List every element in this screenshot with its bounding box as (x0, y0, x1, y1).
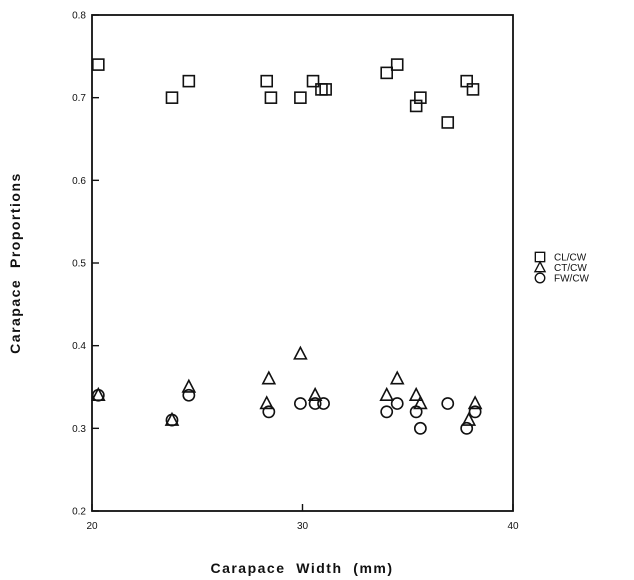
cl-cw-point (319, 83, 332, 96)
legend-label: CT/CW (554, 263, 587, 274)
cl-cw-point (466, 83, 480, 96)
fw-cw-point (308, 397, 322, 410)
legend-label: FW/CW (554, 274, 590, 285)
cl-cw-point (182, 74, 196, 88)
ct-cw-point (408, 386, 424, 402)
cl-cw-point (460, 74, 473, 88)
cl-cw-point (390, 58, 404, 71)
plot-frame (91, 14, 514, 512)
ct-cw-point (293, 345, 308, 360)
fw-cw-point (317, 397, 330, 410)
fw-cw-point (409, 405, 423, 419)
fw-cw-point (380, 405, 394, 419)
ct-cw-point (181, 378, 197, 393)
fw-cw-point (460, 421, 474, 435)
legend-circle-icon (534, 272, 546, 284)
x-axis: 20 30 40 (86, 504, 519, 532)
y-axis: 0.2 0.3 0.4 0.5 0.6 0.7 0.8 (72, 11, 99, 518)
fw-cw-point (91, 388, 105, 402)
cl-cw-point (92, 58, 105, 71)
ct-cw-point (379, 386, 395, 402)
y-tick-label: 0.3 (72, 424, 86, 435)
fw-cw-point (262, 405, 276, 419)
fw-cw-point (441, 397, 455, 410)
ct-cw-point (461, 411, 477, 426)
x-tick-label: 20 (86, 521, 98, 532)
cl-cw-point (441, 116, 455, 129)
ct-cw-point (467, 395, 483, 410)
cl-cw-point (380, 66, 394, 80)
ct-cw-point (389, 370, 405, 385)
cl-cw-point (306, 74, 320, 88)
cl-cw-point (315, 83, 328, 96)
cl-cw-point (264, 91, 278, 104)
x-axis-title: Carapace Width (mm) (210, 560, 393, 576)
cl-cw-point (414, 91, 427, 104)
fw-cw-point (468, 405, 482, 419)
y-tick-label: 0.4 (72, 341, 86, 352)
legend-triangle-icon (533, 260, 547, 273)
fw-cw-point (390, 397, 404, 410)
x-tick-label: 30 (297, 521, 309, 532)
legend-square-icon (534, 251, 546, 263)
y-tick-label: 0.6 (72, 176, 86, 187)
fw-cw-point (165, 413, 179, 427)
cl-cw-point (165, 91, 179, 104)
y-tick-label: 0.8 (72, 11, 86, 22)
legend-label: CL/CW (554, 253, 587, 264)
y-tick-label: 0.7 (72, 93, 86, 104)
ct-cw-point (259, 395, 275, 410)
data-points (90, 58, 483, 435)
y-tick-label: 0.2 (72, 507, 86, 518)
cl-cw-point (409, 99, 423, 113)
fw-cw-point (413, 421, 427, 435)
y-tick-label: 0.5 (72, 259, 86, 270)
ct-cw-point (307, 386, 323, 402)
cl-cw-point (260, 74, 274, 88)
fw-cw-point (182, 388, 196, 402)
cl-cw-point (294, 91, 307, 104)
fw-cw-point (293, 397, 307, 410)
y-axis-title: Carapace Proportions (7, 172, 23, 354)
ct-cw-point (261, 370, 277, 385)
x-tick-label: 40 (507, 521, 519, 532)
